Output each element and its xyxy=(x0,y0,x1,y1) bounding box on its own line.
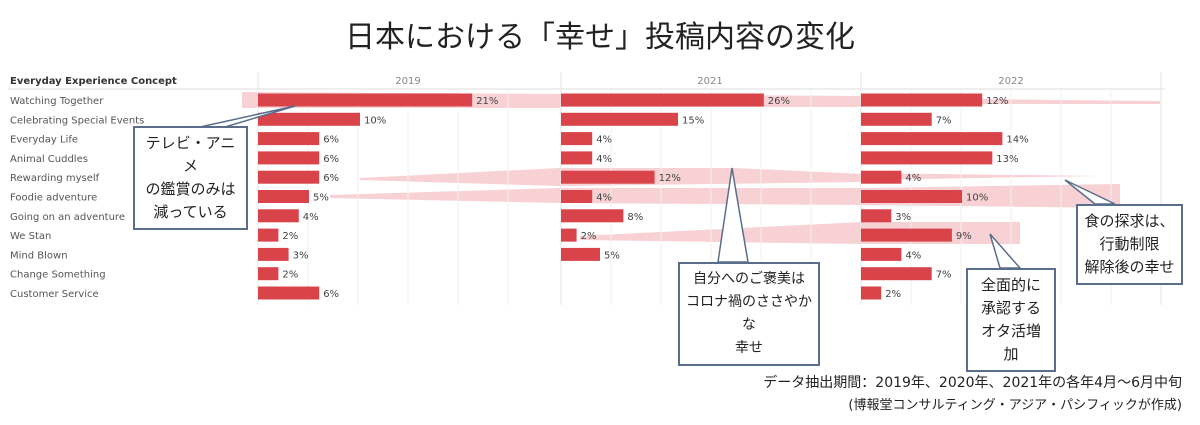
data-label: 2% xyxy=(885,289,901,300)
data-label: 15% xyxy=(682,115,704,126)
category-label: Foodie adventure xyxy=(10,193,97,204)
data-label: 3% xyxy=(895,212,911,223)
callout-stan: 全面的に 承認する オタ活増加 xyxy=(966,268,1056,372)
data-label: 4% xyxy=(303,212,319,223)
bar-2019 xyxy=(258,247,289,261)
bar-2019 xyxy=(258,112,360,126)
data-label: 7% xyxy=(936,115,952,126)
bar-2019 xyxy=(258,209,299,223)
bar-2019 xyxy=(258,132,320,146)
bar-2022 xyxy=(861,209,892,223)
data-label: 4% xyxy=(905,250,921,261)
row-header: Everyday Experience Concept xyxy=(10,76,177,87)
panel-year-label: 2019 xyxy=(395,76,420,87)
bar-2019 xyxy=(258,190,309,203)
category-label: Rewarding myself xyxy=(10,173,100,184)
bar-2022 xyxy=(861,151,993,165)
data-label: 26% xyxy=(768,96,790,107)
bar-2019 xyxy=(258,170,320,184)
bar-2022 xyxy=(861,190,962,203)
data-label: 13% xyxy=(996,154,1018,165)
bar-2021 xyxy=(561,228,577,242)
data-label: 8% xyxy=(627,212,643,223)
callout-food: 食の探求は、 行動制限 解除後の幸せ xyxy=(1076,204,1183,285)
data-label: 6% xyxy=(323,135,339,146)
category-label: Watching Together xyxy=(10,96,104,107)
category-label: Everyday Life xyxy=(10,135,78,146)
data-label: 2% xyxy=(282,270,298,281)
callout-tv: テレビ・アニメ の鑑賞のみは 減っている xyxy=(133,126,248,230)
bar-2022 xyxy=(861,170,902,184)
bar-2019 xyxy=(258,267,279,281)
data-label: 2% xyxy=(282,231,298,242)
bar-2019 xyxy=(258,151,320,165)
category-label: Change Something xyxy=(10,270,106,281)
data-label: 4% xyxy=(596,154,612,165)
category-label: Going on an adventure xyxy=(10,212,125,223)
category-label: Celebrating Special Events xyxy=(10,115,144,126)
data-label: 12% xyxy=(986,96,1008,107)
data-label: 9% xyxy=(956,231,972,242)
highlight-ribbon-6 xyxy=(580,222,1020,244)
bar-2022 xyxy=(861,228,952,242)
category-label: We Stan xyxy=(10,231,51,242)
footer-source: (博報堂コンサルティング・アジア・パシフィックが作成) xyxy=(848,398,1182,413)
data-label: 2% xyxy=(581,231,597,242)
data-label: 4% xyxy=(596,135,612,146)
bar-2019 xyxy=(258,93,473,107)
category-label: Animal Cuddles xyxy=(10,154,88,165)
bar-2021 xyxy=(561,247,600,261)
data-label: 4% xyxy=(905,173,921,184)
category-label: Customer Service xyxy=(10,289,99,300)
data-label: 3% xyxy=(293,250,309,261)
panel-year-label: 2021 xyxy=(697,76,722,87)
chart-title: 日本における「幸せ」投稿内容の変化 xyxy=(345,20,855,55)
bar-2021 xyxy=(561,132,593,146)
highlight-ribbon-5 xyxy=(330,184,1120,208)
data-label: 5% xyxy=(604,250,620,261)
data-label: 7% xyxy=(936,270,952,281)
bar-2022 xyxy=(861,267,932,281)
callout-reward: 自分へのご褒美は コロナ禍のささやかな 幸せ xyxy=(678,262,820,366)
data-label: 10% xyxy=(364,115,386,126)
data-label: 6% xyxy=(323,154,339,165)
footer-period: データ抽出期間：2019年、2020年、2021年の各年4月～6月中旬 xyxy=(763,375,1182,391)
data-label: 4% xyxy=(596,193,612,204)
data-label: 6% xyxy=(323,289,339,300)
bar-2021 xyxy=(561,190,593,203)
data-label: 21% xyxy=(476,96,498,107)
bar-2021 xyxy=(561,209,624,223)
data-label: 14% xyxy=(1006,135,1028,146)
panel-year-label: 2022 xyxy=(998,76,1023,87)
bar-2019 xyxy=(258,286,320,300)
bar-2021 xyxy=(561,151,593,165)
bar-2021 xyxy=(561,170,655,184)
highlight-ribbon-4 xyxy=(863,173,1100,180)
data-label: 12% xyxy=(659,173,681,184)
bar-2022 xyxy=(861,286,882,300)
data-label: 10% xyxy=(966,193,988,204)
bar-2022 xyxy=(861,112,932,126)
category-label: Mind Blown xyxy=(10,250,68,261)
bar-2022 xyxy=(861,132,1003,146)
data-label: 5% xyxy=(313,193,329,204)
data-label: 6% xyxy=(323,173,339,184)
bar-2022 xyxy=(861,247,902,261)
bar-2021 xyxy=(561,93,764,107)
bar-2022 xyxy=(861,93,983,107)
bar-2021 xyxy=(561,112,678,126)
bar-2019 xyxy=(258,228,279,242)
